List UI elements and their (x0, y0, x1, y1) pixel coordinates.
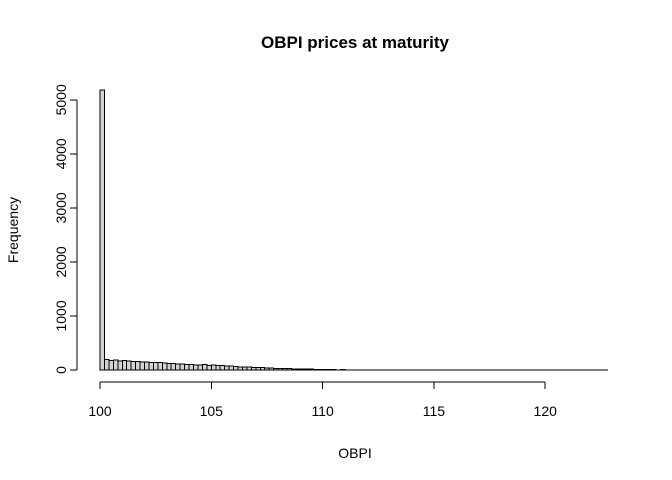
histogram-bar (197, 364, 203, 371)
histogram-bar (273, 367, 279, 371)
histogram-bar (175, 363, 181, 371)
y-tick-label: 2000 (53, 246, 69, 277)
y-tick-label: 1000 (53, 300, 69, 331)
histogram-bar (148, 361, 154, 371)
histogram-bar (144, 361, 150, 371)
histogram-bars (99, 89, 609, 371)
histogram-bar (339, 368, 346, 371)
histogram-bar (255, 367, 261, 371)
y-axis: 0 1000 2000 3000 4000 5000 (53, 84, 78, 374)
histogram-bar (299, 368, 306, 371)
histogram-bar (166, 362, 172, 371)
histogram-bar (313, 368, 319, 371)
histogram-bar (295, 368, 301, 371)
histogram-bar (290, 368, 297, 371)
histogram-bar (108, 360, 114, 371)
histogram-bar (282, 368, 288, 371)
chart-title: OBPI prices at maturity (261, 33, 450, 52)
histogram-bar (139, 361, 146, 371)
x-tick-label: 105 (200, 403, 224, 419)
histogram-bar (201, 364, 208, 371)
histogram-bar (228, 365, 235, 371)
histogram-bar (135, 360, 141, 371)
histogram-bar (152, 362, 159, 371)
histogram-bar (224, 365, 230, 371)
histogram-bar (121, 359, 128, 371)
histogram-bar (193, 364, 199, 371)
histogram-bar (188, 364, 194, 371)
histogram-bar (179, 363, 186, 371)
y-tick-label: 3000 (53, 192, 69, 223)
histogram-bar (268, 367, 275, 371)
histogram-bar (322, 368, 328, 371)
histogram-bar (117, 360, 123, 371)
x-axis-label: OBPI (338, 445, 371, 461)
y-tick-label: 4000 (53, 138, 69, 169)
histogram-bar (277, 367, 284, 371)
histogram-bar (326, 368, 333, 371)
histogram-bar (112, 359, 119, 371)
histogram-bar (259, 367, 266, 371)
histogram-bar (308, 368, 315, 371)
histogram-bar (103, 359, 110, 371)
y-tick-label: 0 (53, 366, 69, 374)
histogram-bar (304, 368, 310, 371)
histogram-bar (130, 361, 137, 371)
histogram-bar (215, 365, 221, 371)
histogram-bar (233, 365, 239, 371)
histogram-bar (286, 368, 292, 371)
histogram-bar (157, 361, 163, 371)
histogram-bar (206, 364, 212, 371)
histogram-bar (237, 366, 243, 371)
histogram-bar (264, 367, 270, 371)
x-tick-label: 115 (423, 403, 446, 419)
histogram-bar (219, 364, 226, 371)
histogram-bar (250, 366, 257, 371)
y-tick-label: 5000 (53, 84, 69, 115)
histogram-bar (170, 363, 177, 371)
x-tick-label: 120 (534, 403, 558, 419)
histogram-bar (99, 89, 105, 371)
x-tick-label: 110 (311, 403, 334, 419)
histogram-bar (184, 363, 190, 371)
histogram-bar (161, 362, 168, 371)
histogram-bar (246, 366, 252, 371)
histogram-bar (241, 366, 248, 371)
x-tick-label: 100 (88, 403, 112, 419)
y-axis-label: Frequency (5, 197, 21, 263)
histogram-bar (126, 360, 132, 371)
histogram-bar (317, 368, 324, 371)
x-axis: 100 105 110 115 120 (88, 381, 558, 419)
histogram-bar (210, 364, 217, 371)
